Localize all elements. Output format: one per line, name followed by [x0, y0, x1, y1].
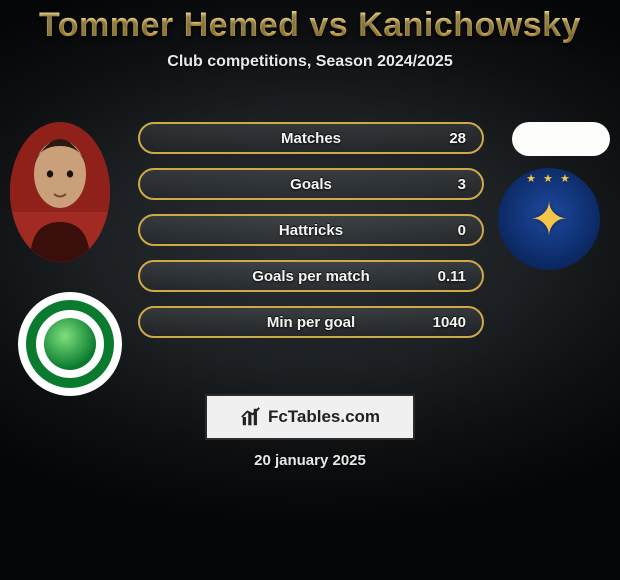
- stat-value: 0: [458, 222, 466, 239]
- badge-ring-icon: [26, 300, 114, 388]
- stat-pill-hattricks: Hattricks 0: [138, 214, 484, 246]
- stat-value: 3: [458, 176, 466, 193]
- stat-pill-matches: Matches 28: [138, 122, 484, 154]
- stat-value: 0.11: [438, 268, 466, 285]
- star-icon: ✦: [530, 192, 569, 246]
- watermark-badge: FcTables.com: [205, 394, 415, 440]
- stat-label: Min per goal: [140, 314, 482, 331]
- page-title: Tommer Hemed vs Kanichowsky: [0, 0, 620, 45]
- page-subtitle: Club competitions, Season 2024/2025: [0, 53, 620, 71]
- stars-row-icon: ★ ★ ★: [498, 172, 600, 185]
- stat-pill-goals-per-match: Goals per match 0.11: [138, 260, 484, 292]
- left-club-badge: [18, 292, 122, 396]
- stat-label: Matches: [140, 130, 482, 147]
- badge-inner-icon: [44, 318, 96, 370]
- person-icon: [10, 122, 110, 262]
- watermark-text: FcTables.com: [268, 407, 380, 427]
- stat-pill-min-per-goal: Min per goal 1040: [138, 306, 484, 338]
- stats-column: Matches 28 Goals 3 Hattricks 0 Goals per…: [138, 122, 484, 338]
- stat-pill-goals: Goals 3: [138, 168, 484, 200]
- stat-label: Hattricks: [140, 222, 482, 239]
- stat-value: 28: [449, 130, 466, 147]
- stat-label: Goals per match: [140, 268, 482, 285]
- left-player-avatar: [10, 122, 110, 262]
- date-text: 20 january 2025: [0, 452, 620, 469]
- stat-label: Goals: [140, 176, 482, 193]
- right-player-avatar: [512, 122, 610, 156]
- right-club-badge: ★ ★ ★ ✦: [498, 168, 600, 270]
- content-root: Tommer Hemed vs Kanichowsky Club competi…: [0, 0, 620, 580]
- stat-value: 1040: [433, 314, 466, 331]
- chart-icon: [240, 406, 262, 428]
